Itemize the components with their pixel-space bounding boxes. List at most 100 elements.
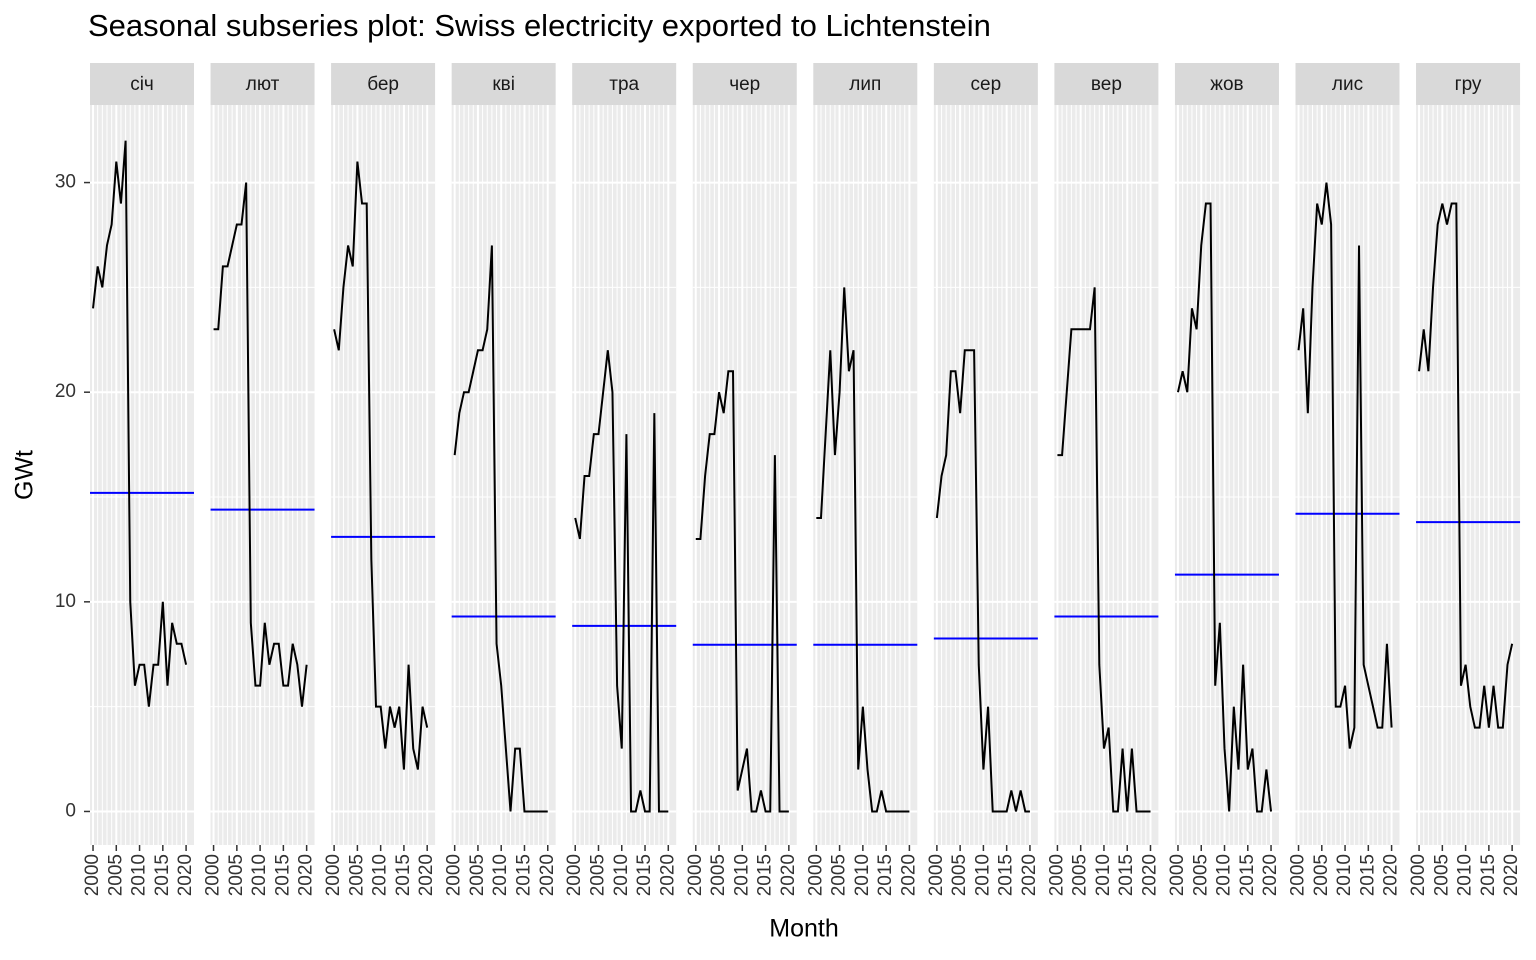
x-tick-label: 2005 [949, 854, 970, 896]
strip [1174, 63, 1279, 105]
x-tick-label: 2005 [346, 854, 367, 896]
strip [692, 63, 797, 105]
strip [813, 63, 918, 105]
x-tick-label: 2020 [898, 854, 919, 896]
strip [1295, 63, 1400, 105]
strip-label: тра [609, 74, 639, 95]
x-tick-label: 2000 [564, 854, 585, 896]
series-line [333, 161, 429, 770]
series-line [695, 370, 789, 813]
x-tick-label: 2000 [444, 854, 465, 896]
panel-background [572, 105, 677, 845]
x-tick-label: 2020 [537, 854, 558, 896]
x-tick-label: 2005 [588, 854, 609, 896]
y-tick-label: 10 [55, 591, 76, 612]
strip [933, 63, 1038, 105]
strip-label: жов [1210, 74, 1243, 95]
series-line [1297, 182, 1393, 749]
x-tick-label: 2020 [1501, 854, 1522, 896]
series-line [92, 140, 188, 707]
x-tick-label: 2015 [272, 854, 293, 896]
x-tick-label: 2015 [755, 854, 776, 896]
strip [210, 63, 315, 105]
x-tick-label: 2010 [611, 854, 632, 896]
strip-label: лис [1332, 74, 1363, 95]
x-tick-label: 2005 [467, 854, 488, 896]
panel-background [1174, 105, 1279, 845]
x-tick-label: 2010 [1334, 854, 1355, 896]
x-tick-label: 2020 [1140, 854, 1161, 896]
x-tick-label: 2015 [1478, 854, 1499, 896]
series-line [935, 349, 1030, 813]
strip [90, 63, 194, 105]
x-tick-label: 2000 [1046, 854, 1067, 896]
strip [572, 63, 677, 105]
strip-label: гру [1455, 74, 1482, 95]
x-tick-label: 2010 [370, 854, 391, 896]
series-line [1057, 287, 1151, 813]
series-line [213, 182, 308, 707]
strip-label: кві [492, 74, 515, 95]
x-tick-label: 2000 [1167, 854, 1188, 896]
x-tick-label: 2010 [129, 854, 150, 896]
x-tick-label: 2000 [203, 854, 224, 896]
x-tick-label: 2015 [152, 854, 173, 896]
x-tick-label: 2020 [1381, 854, 1402, 896]
strip-label: лип [849, 74, 881, 95]
y-axis-label: GWt [11, 450, 39, 500]
strip-label: бер [367, 74, 399, 95]
chart-title: Seasonal subseries plot: Swiss electrici… [88, 8, 991, 43]
series-line [816, 287, 910, 813]
panel-background [451, 105, 556, 845]
x-tick-label: 2010 [1214, 854, 1235, 896]
x-tick-label: 2015 [1116, 854, 1137, 896]
y-tick-label: 0 [65, 800, 76, 821]
x-tick-label: 2010 [249, 854, 270, 896]
series-line [1418, 202, 1514, 729]
x-tick-label: 2020 [296, 854, 317, 896]
y-tick-label: 30 [55, 172, 76, 193]
x-tick-label: 2020 [175, 854, 196, 896]
x-tick-label: 2015 [393, 854, 414, 896]
strip [1054, 63, 1159, 105]
x-tick-label: 2000 [1408, 854, 1429, 896]
strip-label: лют [246, 74, 280, 95]
x-tick-label: 2015 [875, 854, 896, 896]
panel-background [692, 105, 797, 845]
strip [331, 63, 436, 105]
x-tick-label: 2020 [1019, 854, 1040, 896]
x-tick-label: 2005 [1431, 854, 1452, 896]
x-tick-label: 2010 [972, 854, 993, 896]
x-tick-label: 2015 [1357, 854, 1378, 896]
x-tick-label: 2005 [226, 854, 247, 896]
x-tick-label: 2015 [513, 854, 534, 896]
x-tick-label: 2020 [416, 854, 437, 896]
strip-label: сер [971, 74, 1002, 95]
x-tick-label: 2000 [926, 854, 947, 896]
x-tick-label: 2020 [778, 854, 799, 896]
series-line [1176, 202, 1273, 813]
x-tick-label: 2000 [805, 854, 826, 896]
x-tick-label: 2010 [1093, 854, 1114, 896]
x-tick-label: 2020 [1260, 854, 1281, 896]
x-tick-label: 2000 [323, 854, 344, 896]
x-tick-label: 2010 [731, 854, 752, 896]
x-tick-label: 2015 [634, 854, 655, 896]
x-tick-label: 2005 [1311, 854, 1332, 896]
x-tick-label: 2000 [82, 854, 103, 896]
strip-label: січ [130, 74, 154, 95]
strip [451, 63, 556, 105]
x-tick-label: 2010 [1455, 854, 1476, 896]
y-tick-label: 20 [55, 381, 76, 402]
x-tick-label: 2000 [685, 854, 706, 896]
strip [1416, 63, 1521, 105]
x-axis-label: Month [769, 915, 838, 943]
x-tick-label: 2005 [105, 854, 126, 896]
x-tick-label: 2000 [1288, 854, 1309, 896]
x-tick-label: 2015 [996, 854, 1017, 896]
strip-label: вер [1091, 74, 1122, 95]
panel-background [1416, 105, 1521, 845]
panel-background [90, 105, 194, 845]
x-tick-label: 2005 [708, 854, 729, 896]
